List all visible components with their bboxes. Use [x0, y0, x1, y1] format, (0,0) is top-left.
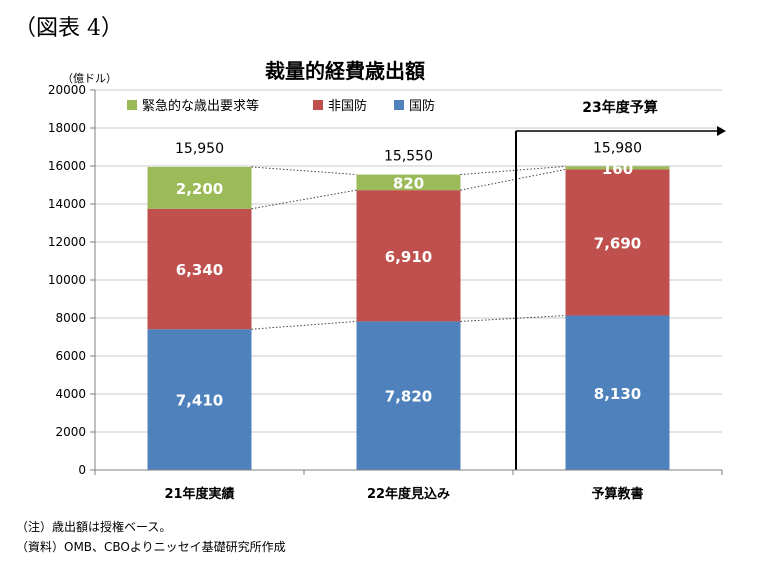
- y-axis-unit: （億ドル）: [62, 72, 117, 85]
- bar-segment: [147, 208, 252, 330]
- y-tick-label: 18000: [48, 121, 86, 135]
- bar-segment: [565, 169, 670, 316]
- y-tick-label: 4000: [55, 387, 86, 401]
- legend: 緊急的な歳出要求等 非国防 国防: [127, 98, 435, 114]
- total-value-label: 15,980: [593, 140, 642, 156]
- y-tick-label: 14000: [48, 197, 86, 211]
- y-tick-label: 16000: [48, 159, 86, 173]
- figure-label: （図表 4）: [14, 16, 123, 41]
- chart-title: 裁量的経費歳出額: [265, 59, 425, 83]
- y-tick-label: 6000: [55, 349, 86, 363]
- budget-annotation: 23年度予算: [582, 99, 657, 116]
- segment-value-label: 7,690: [594, 234, 641, 252]
- bar-segment: [565, 166, 670, 170]
- segment-value-label: 160: [602, 160, 633, 178]
- y-tick-label: 20000: [48, 83, 86, 97]
- note-line-2: （資料）OMB、CBOよりニッセイ基礎研究所作成: [16, 540, 286, 554]
- connector-lines: [251, 165, 566, 330]
- y-tick-label: 8000: [55, 311, 86, 325]
- y-axis-ticks: 0 2000 4000 6000 8000 10000 12000 14000 16000 180…: [48, 83, 723, 477]
- segment-value-label: 7,820: [385, 388, 432, 406]
- legend-swatch: [127, 100, 137, 110]
- connector-line: [251, 320, 357, 330]
- connector-line: [460, 168, 566, 191]
- x-category-label: 予算教書: [591, 486, 643, 502]
- total-value-label: 15,550: [384, 149, 433, 165]
- segment-value-label: 7,410: [176, 392, 223, 410]
- connector-line: [460, 165, 566, 176]
- bar-segment: [565, 315, 670, 470]
- bar-segment: [356, 174, 461, 191]
- connector-line: [251, 189, 357, 210]
- segment-value-label: 820: [393, 174, 424, 192]
- bar-segment: [356, 321, 461, 470]
- bar-segment: [147, 329, 252, 470]
- x-category-label: 22年度見込み: [367, 486, 450, 502]
- y-tick-label: 10000: [48, 273, 86, 287]
- segment-value-label: 6,340: [176, 261, 223, 279]
- segment-labels: 7,410 6,340 2,200 7,820 6,910 820 8,130 7,690 16…: [176, 160, 641, 410]
- segment-value-label: 6,910: [385, 248, 432, 266]
- y-tick-label: 2000: [55, 425, 86, 439]
- connector-line: [460, 315, 566, 322]
- legend-swatch: [394, 100, 404, 110]
- bar-segment: [147, 166, 252, 209]
- note-line-1: （注）歳出額は授権ベース。: [16, 520, 172, 534]
- total-value-label: 15,950: [175, 141, 224, 157]
- segment-value-label: 2,200: [176, 180, 223, 198]
- x-category-label: 21年度実績: [164, 486, 234, 502]
- total-labels: 15,950 15,550 15,980: [175, 140, 642, 164]
- legend-label: 緊急的な歳出要求等: [142, 98, 259, 114]
- budget-arrow-head: [717, 126, 726, 136]
- y-tick-label: 12000: [48, 235, 86, 249]
- legend-label: 非国防: [328, 98, 367, 114]
- legend-swatch: [313, 100, 323, 110]
- y-tick-label: 0: [78, 463, 86, 477]
- segment-value-label: 8,130: [594, 385, 641, 403]
- x-axis-categories: 21年度実績 22年度見込み 予算教書: [164, 486, 643, 502]
- bars: [147, 166, 670, 470]
- legend-label: 国防: [409, 98, 435, 114]
- bar-segment: [356, 190, 461, 322]
- connector-line: [251, 166, 357, 176]
